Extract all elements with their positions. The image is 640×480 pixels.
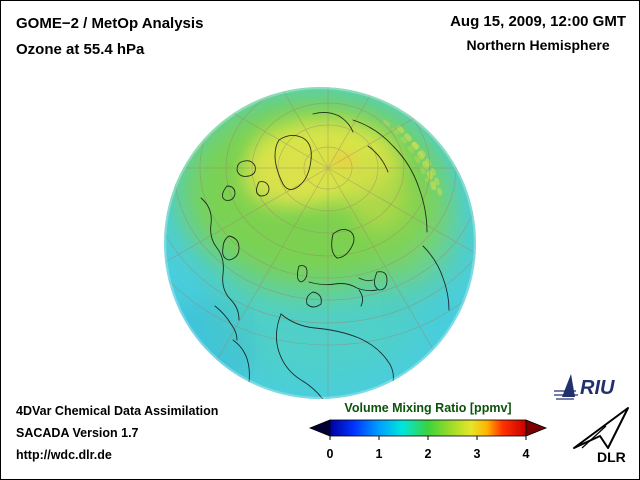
dlr-logo-text: DLR — [597, 449, 626, 465]
swath-speckles — [383, 120, 444, 201]
figure-datetime-block: Aug 15, 2009, 12:00 GMT Northern Hemisph… — [450, 13, 626, 53]
globe-map — [163, 86, 477, 400]
colorbar-tick-labels: 0 1 2 3 4 — [308, 447, 548, 462]
dlr-logo-icon — [573, 407, 629, 449]
figure-subtitle: Ozone at 55.4 hPa — [16, 41, 145, 58]
tick-label-4: 4 — [522, 447, 530, 461]
graticule — [164, 87, 476, 399]
globe-rim — [164, 87, 476, 399]
tick-label-3: 3 — [473, 447, 481, 461]
ozone-globe — [164, 87, 476, 399]
figure-title: GOME−2 / MetOp Analysis — [16, 15, 204, 32]
credit-url: http://wdc.dlr.de — [16, 448, 112, 462]
colorbar-block: Volume Mixing Ratio [ppmv] — [308, 401, 548, 462]
tick-label-0: 0 — [326, 447, 334, 461]
colorbar-label: Volume Mixing Ratio [ppmv] — [344, 401, 512, 415]
figure-datetime: Aug 15, 2009, 12:00 GMT — [450, 13, 626, 30]
figure-title-block: GOME−2 / MetOp Analysis Ozone at 55.4 hP… — [16, 11, 203, 63]
credits-block: 4DVar Chemical Data Assimilation SACADA … — [16, 400, 218, 466]
colorbar-gradient — [329, 419, 527, 437]
colorbar-left-arrow — [308, 419, 331, 437]
colorbar-right-arrow — [525, 419, 548, 437]
riu-logo-text: RIU — [580, 377, 615, 399]
credit-line-2: SACADA Version 1.7 — [16, 426, 139, 440]
colorbar — [308, 419, 548, 440]
colorbar-tick-marks — [329, 436, 527, 440]
tick-label-1: 1 — [375, 447, 383, 461]
credit-line-1: 4DVar Chemical Data Assimilation — [16, 404, 219, 418]
riu-logo: RIU — [554, 374, 615, 400]
riu-logo-sail-icon — [562, 374, 575, 397]
figure-region: Northern Hemisphere — [466, 37, 610, 53]
tick-label-2: 2 — [424, 447, 432, 461]
